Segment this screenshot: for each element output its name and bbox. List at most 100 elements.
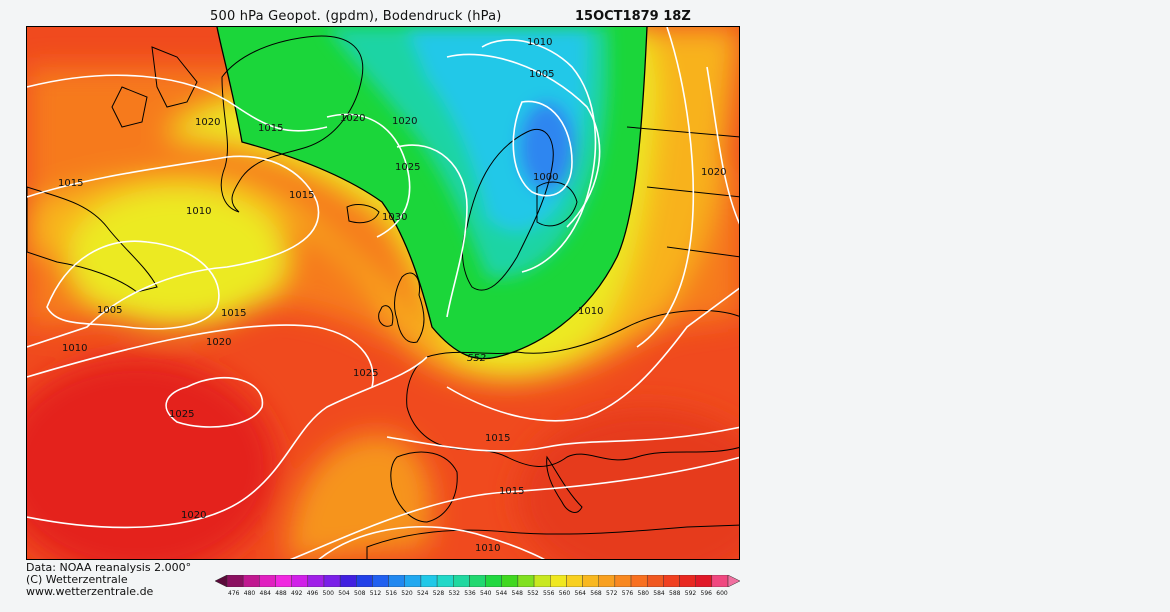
isobar-label: 1015 xyxy=(58,178,83,189)
isobar-label: 1015 xyxy=(499,486,524,497)
coastlines xyxy=(27,35,739,559)
isobar-label: 1025 xyxy=(353,368,378,379)
colorbar-tick-label: 496 xyxy=(306,590,319,597)
colorbar-swatch xyxy=(420,575,438,587)
colorbar-labels: 476 480 484 488 492 496 500 504 508 512 516 520 524 5… xyxy=(228,590,728,600)
colorbar-swatch xyxy=(566,575,583,587)
colorbar-swatch xyxy=(453,575,470,587)
colorbar-swatch xyxy=(582,575,599,587)
isobar-label: 1030 xyxy=(382,212,407,223)
colorbar-swatch xyxy=(436,575,454,587)
colorbar-tick-label: 596 xyxy=(700,590,712,597)
colorbar-swatch xyxy=(404,575,422,587)
colorbar-swatch xyxy=(485,575,502,587)
colorbar-swatch xyxy=(695,575,713,587)
colorbar-tick-label: 556 xyxy=(543,590,555,597)
isobar-label: 1000 xyxy=(533,172,558,183)
isobar-label: 1010 xyxy=(186,206,211,217)
colorbar-tick-label: 548 xyxy=(511,590,523,597)
colorbar-swatch xyxy=(242,575,260,587)
colorbar-tick-label: 552 xyxy=(527,590,539,597)
isobar-label: 1005 xyxy=(529,69,554,80)
colorbar-tick-label: 500 xyxy=(322,590,334,597)
isobar-label: 1020 xyxy=(392,116,417,127)
colorbar-tick-label: 536 xyxy=(464,590,476,597)
colorbar-tick-label: 488 xyxy=(275,590,287,597)
colorbar-swatch xyxy=(323,575,341,587)
isobar-label: 1025 xyxy=(169,409,194,420)
isobar-label: 1015 xyxy=(258,123,283,134)
colorbar-swatch xyxy=(646,575,664,587)
colorbar-swatch xyxy=(259,575,276,587)
colorbar-tick-label: 588 xyxy=(669,590,681,597)
isobars xyxy=(27,27,739,559)
colorbar-tick-label: 504 xyxy=(338,590,350,597)
isobar-label: 1025 xyxy=(395,162,420,173)
colorbar-tick-label: 576 xyxy=(621,590,634,597)
colorbar-swatch xyxy=(533,575,551,587)
colorbar-swatch xyxy=(501,575,519,587)
data-source-text: Data: NOAA reanalysis 2.000° xyxy=(26,561,192,574)
isobar-label: 1020 xyxy=(181,510,206,521)
colorbar-tick-label: 528 xyxy=(432,590,445,597)
colorbar-tick-label: 580 xyxy=(637,590,649,597)
isobar-label: 1020 xyxy=(195,117,220,128)
colorbar-swatch xyxy=(679,575,696,587)
colorbar-tick-label: 568 xyxy=(590,590,602,597)
map-date: 15OCT1879 18Z xyxy=(575,9,691,24)
colorbar-swatch xyxy=(663,575,680,587)
colorbar-tick-label: 520 xyxy=(401,590,413,597)
colorbar-tick-label: 572 xyxy=(606,590,618,597)
weather-map: 1010 1005 1020 1015 1020 1020 1025 1000 … xyxy=(26,26,740,560)
colorbar-tick-label: 512 xyxy=(369,590,382,597)
isobar-label: 1020 xyxy=(340,113,365,124)
colorbar-tick-label: 544 xyxy=(495,590,508,597)
isobar-label: 1010 xyxy=(578,306,603,317)
colorbar-swatch xyxy=(711,575,729,587)
colorbar-swatch xyxy=(517,575,535,587)
trough-core xyxy=(327,27,609,278)
colorbar-tick-label: 564 xyxy=(574,590,586,597)
isobar-labels: 1010 1005 1020 1015 1020 1020 1025 1000 … xyxy=(58,37,726,554)
colorbar-tick-label: 524 xyxy=(417,590,429,597)
isobar-label: 1005 xyxy=(97,305,122,316)
colorbar-swatch xyxy=(614,575,632,587)
geopotential-552-contour xyxy=(216,27,648,360)
colorbar-swatch xyxy=(550,575,567,587)
colorbar xyxy=(215,575,740,587)
isobar-label: 1010 xyxy=(62,343,87,354)
colorbar-tick-label: 532 xyxy=(448,590,460,597)
colorbar-tick-label: 476 xyxy=(228,590,240,597)
copyright-text: (C) Wetterzentrale xyxy=(26,573,128,586)
colorbar-swatch xyxy=(630,575,648,587)
colorbar-right-arrow xyxy=(727,575,740,587)
colorbar-swatch xyxy=(339,575,357,587)
colorbar-tick-label: 560 xyxy=(558,590,571,597)
colorbar-tick-label: 480 xyxy=(243,590,256,597)
colorbar-swatch xyxy=(226,575,244,587)
colorbar-swatch xyxy=(275,575,292,587)
colorbar-tick-label: 584 xyxy=(653,590,665,597)
isobar-label: 1015 xyxy=(289,190,314,201)
colorbar-tick-label: 540 xyxy=(480,590,492,597)
weather-map-canvas: 1010 1005 1020 1015 1020 1020 1025 1000 … xyxy=(27,27,739,559)
colorbar-tick-label: 508 xyxy=(354,590,366,597)
website-link[interactable]: www.wetterzentrale.de xyxy=(26,585,154,598)
geopotential-label: 552 xyxy=(467,353,486,364)
colorbar-tick-label: 484 xyxy=(259,590,271,597)
isobar-label: 1020 xyxy=(206,337,231,348)
colorbar-tick-label: 592 xyxy=(684,590,697,597)
colorbar-swatch xyxy=(356,575,373,587)
isobar-label: 1015 xyxy=(221,308,246,319)
colorbar-tick-label: 600 xyxy=(716,590,728,597)
isobar-label: 1010 xyxy=(475,543,500,554)
colorbar-swatch xyxy=(307,575,325,587)
colorbar-left-arrow xyxy=(215,575,228,587)
colorbar-swatch xyxy=(372,575,389,587)
colorbar-swatch xyxy=(598,575,616,587)
map-title: 500 hPa Geopot. (gpdm), Bodendruck (hPa) xyxy=(210,9,502,24)
colorbar-tick-label: 516 xyxy=(385,590,397,597)
colorbar-swatch xyxy=(469,575,486,587)
isobar-label: 1010 xyxy=(527,37,552,48)
colorbar-tick-label: 492 xyxy=(291,590,303,597)
